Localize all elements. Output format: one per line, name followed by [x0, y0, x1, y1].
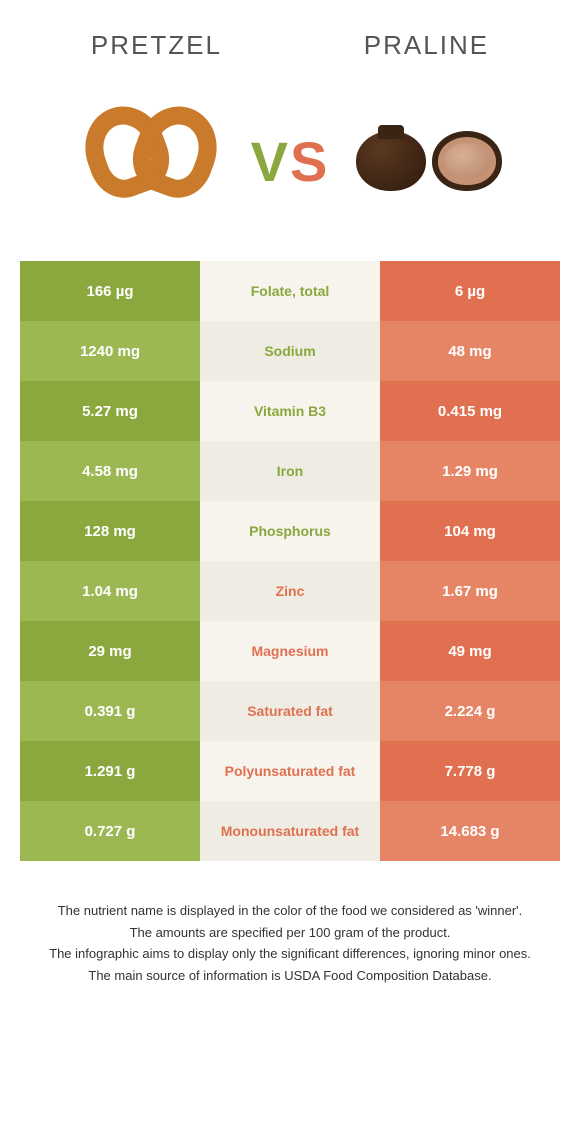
- left-value: 29 mg: [20, 621, 200, 681]
- nutrient-label: Monounsaturated fat: [200, 801, 380, 861]
- table-row: 1.04 mgZinc1.67 mg: [20, 561, 560, 621]
- right-value: 49 mg: [380, 621, 560, 681]
- vs-s: S: [290, 130, 329, 193]
- table-row: 5.27 mgVitamin B30.415 mg: [20, 381, 560, 441]
- header: Pretzel Praline: [0, 0, 580, 71]
- footnote-line: The amounts are specified per 100 gram o…: [30, 923, 550, 943]
- footnote-line: The infographic aims to display only the…: [30, 944, 550, 964]
- nutrient-label: Folate, total: [200, 261, 380, 321]
- table-row: 1240 mgSodium48 mg: [20, 321, 560, 381]
- nutrient-label: Magnesium: [200, 621, 380, 681]
- table-row: 29 mgMagnesium49 mg: [20, 621, 560, 681]
- pretzel-image: [71, 91, 231, 231]
- right-value: 104 mg: [380, 501, 560, 561]
- table-row: 0.391 gSaturated fat2.224 g: [20, 681, 560, 741]
- footnote-line: The main source of information is USDA F…: [30, 966, 550, 986]
- right-value: 1.29 mg: [380, 441, 560, 501]
- nutrient-label: Iron: [200, 441, 380, 501]
- left-value: 166 µg: [20, 261, 200, 321]
- table-row: 128 mgPhosphorus104 mg: [20, 501, 560, 561]
- right-value: 6 µg: [380, 261, 560, 321]
- left-value: 0.727 g: [20, 801, 200, 861]
- right-value: 1.67 mg: [380, 561, 560, 621]
- nutrient-table: 166 µgFolate, total6 µg1240 mgSodium48 m…: [20, 261, 560, 861]
- right-value: 7.778 g: [380, 741, 560, 801]
- vs-label: VS: [251, 129, 330, 194]
- nutrient-label: Zinc: [200, 561, 380, 621]
- nutrient-label: Sodium: [200, 321, 380, 381]
- footnotes: The nutrient name is displayed in the co…: [0, 861, 580, 985]
- table-row: 1.291 gPolyunsaturated fat7.778 g: [20, 741, 560, 801]
- table-row: 4.58 mgIron1.29 mg: [20, 441, 560, 501]
- left-value: 1.04 mg: [20, 561, 200, 621]
- nutrient-label: Saturated fat: [200, 681, 380, 741]
- left-value: 0.391 g: [20, 681, 200, 741]
- left-value: 4.58 mg: [20, 441, 200, 501]
- footnote-line: The nutrient name is displayed in the co…: [30, 901, 550, 921]
- right-value: 48 mg: [380, 321, 560, 381]
- table-row: 166 µgFolate, total6 µg: [20, 261, 560, 321]
- right-value: 0.415 mg: [380, 381, 560, 441]
- left-value: 1.291 g: [20, 741, 200, 801]
- right-food-title: Praline: [364, 30, 489, 61]
- nutrient-label: Vitamin B3: [200, 381, 380, 441]
- nutrient-label: Phosphorus: [200, 501, 380, 561]
- left-food-title: Pretzel: [91, 30, 222, 61]
- right-value: 2.224 g: [380, 681, 560, 741]
- left-value: 128 mg: [20, 501, 200, 561]
- vs-v: V: [251, 130, 290, 193]
- vs-row: VS: [0, 71, 580, 261]
- right-value: 14.683 g: [380, 801, 560, 861]
- left-value: 1240 mg: [20, 321, 200, 381]
- left-value: 5.27 mg: [20, 381, 200, 441]
- nutrient-label: Polyunsaturated fat: [200, 741, 380, 801]
- praline-image: [349, 91, 509, 231]
- table-row: 0.727 gMonounsaturated fat14.683 g: [20, 801, 560, 861]
